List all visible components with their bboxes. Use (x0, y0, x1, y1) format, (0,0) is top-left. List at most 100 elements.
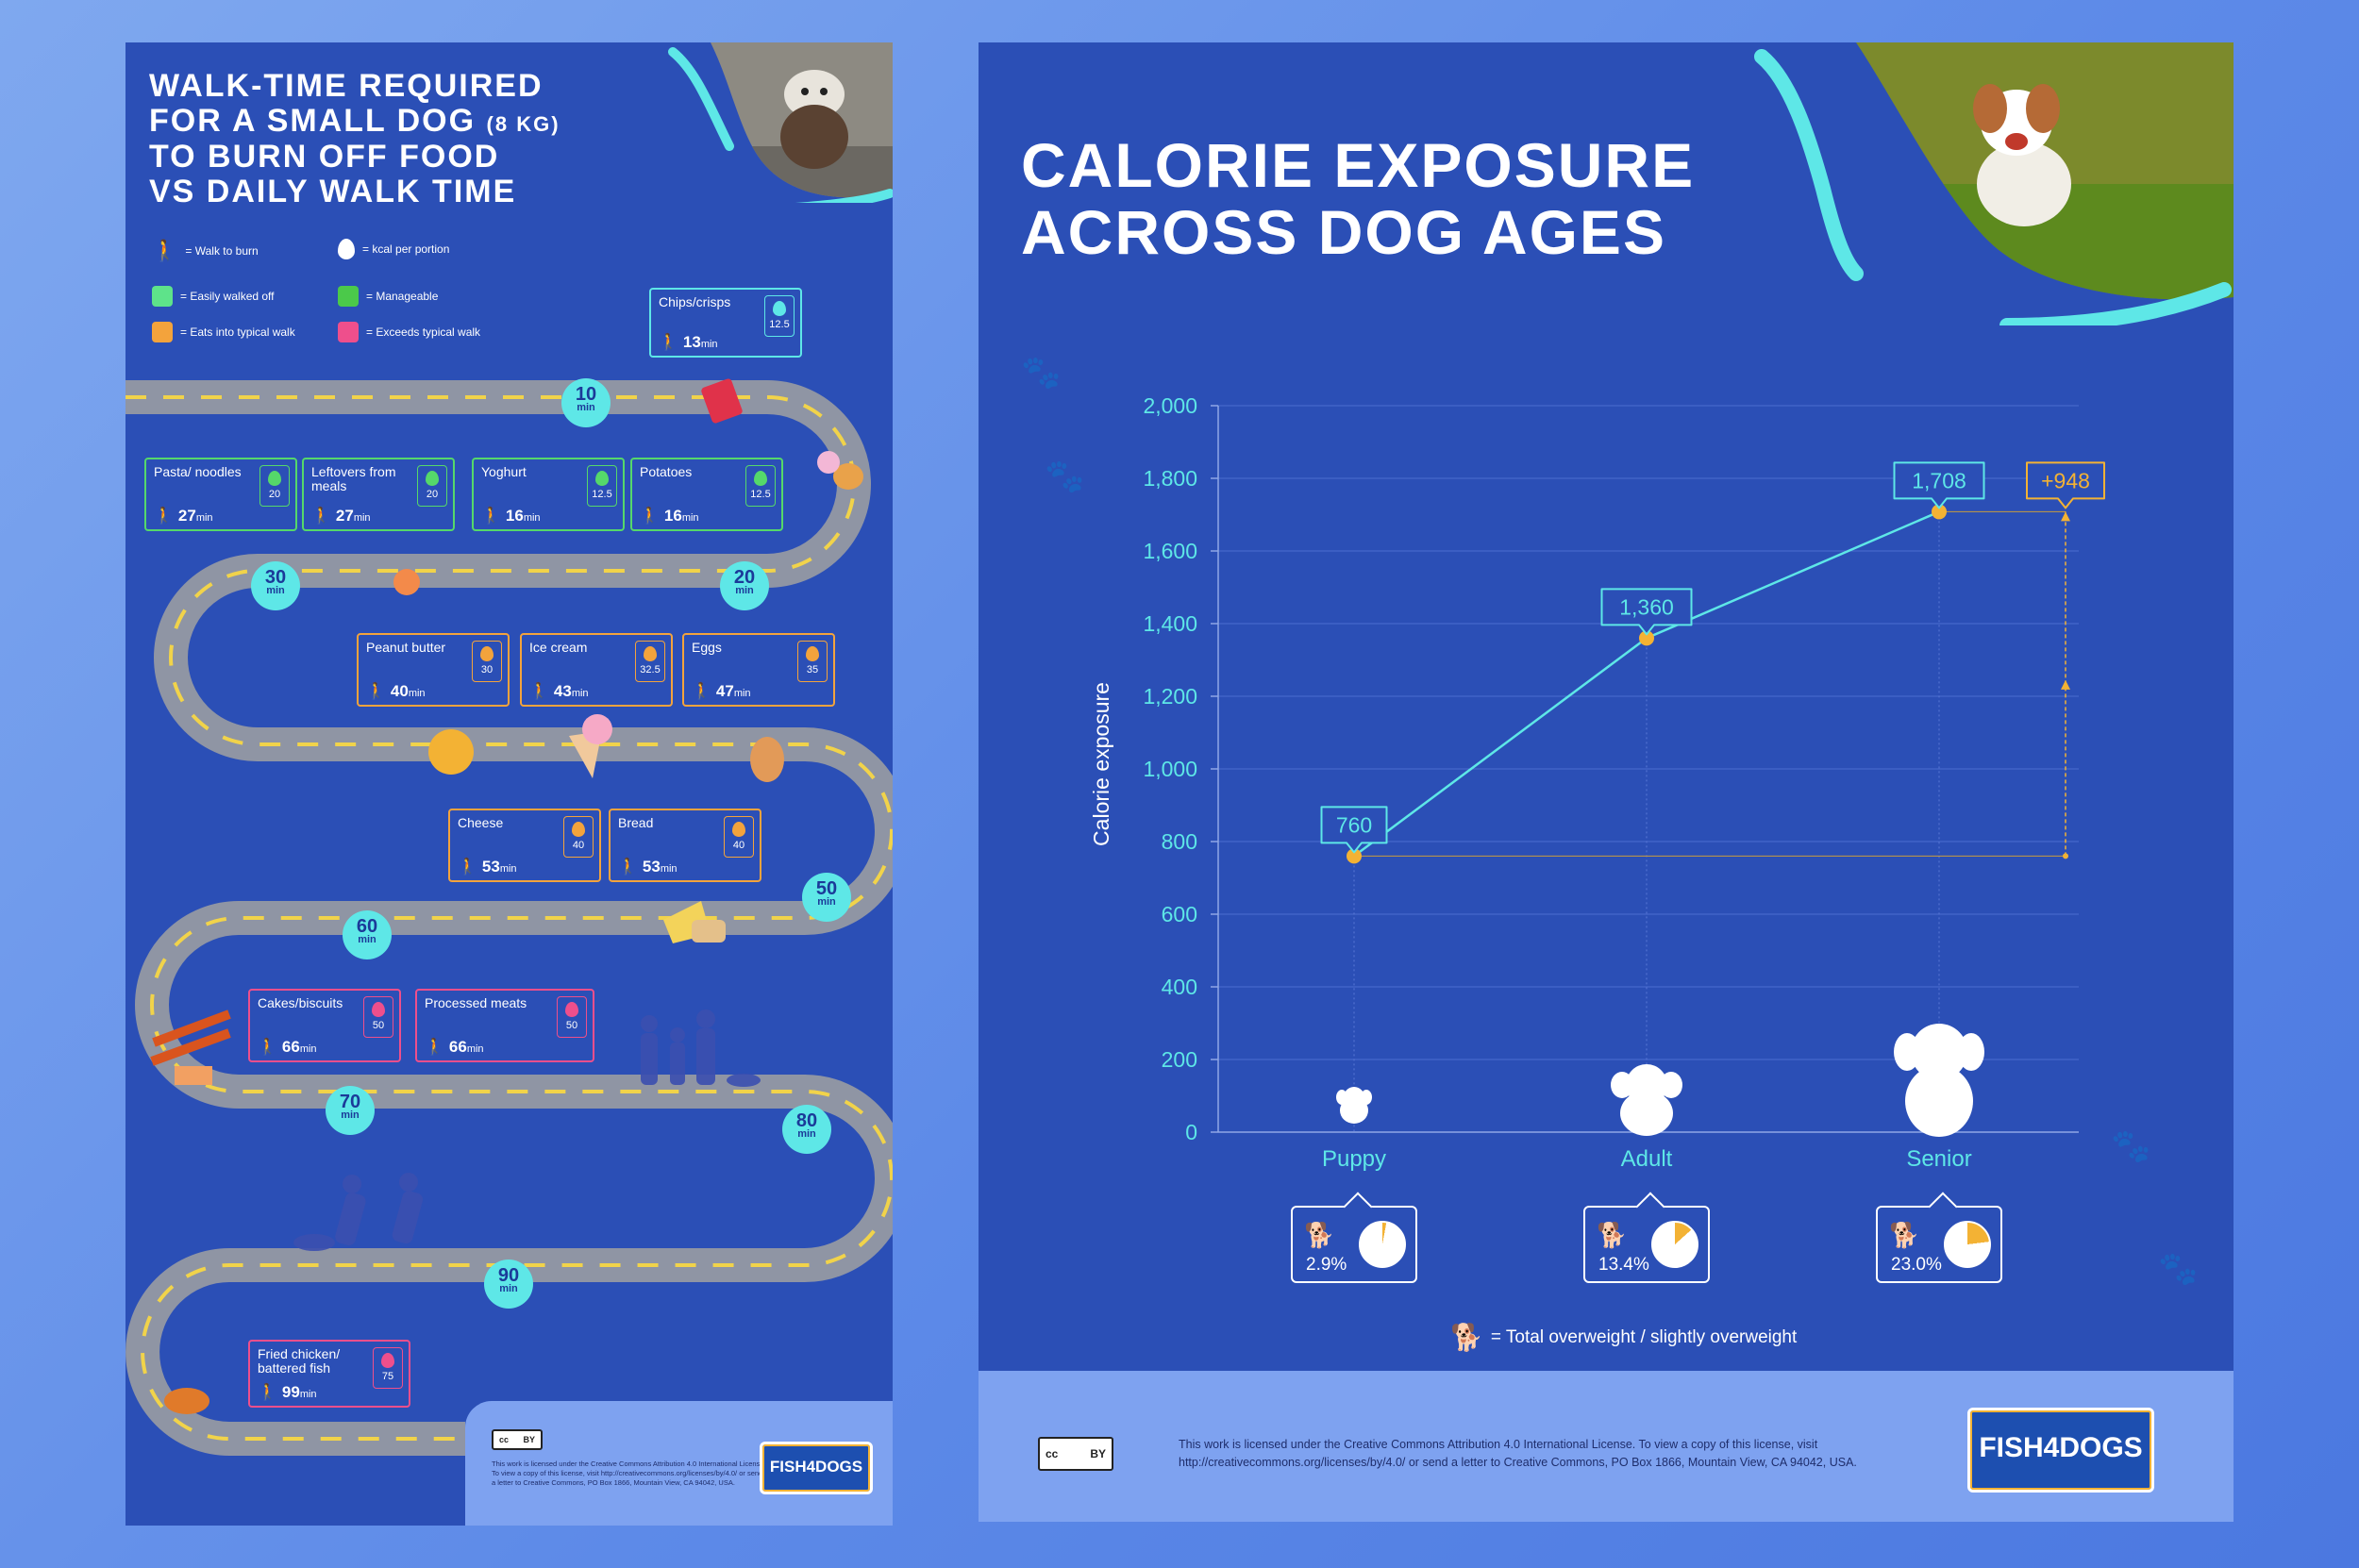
legend-label: = kcal per portion (362, 242, 450, 256)
walker-icon: 🚶 (152, 239, 178, 262)
walk-time: 🚶 27min (311, 507, 371, 525)
food-name: Eggs (692, 640, 722, 655)
dog-icon: 🐕 (1304, 1221, 1335, 1249)
food-card-bread: Bread 🚶 53min 40 (609, 809, 761, 882)
running-dog-photo (1724, 42, 2234, 325)
cc-license-badge: cc BY (492, 1429, 543, 1450)
difference-dot (2063, 853, 2068, 859)
milestone-50min: 50 min (802, 873, 851, 922)
food-name: Leftovers from meals (311, 464, 396, 493)
kcal-badge: 12.5 (745, 465, 776, 507)
y-tick-label: 800 (1162, 829, 1197, 854)
food-name: Cheese (458, 815, 504, 830)
calorie-line-chart: 0 200 400 600 800 1,000 1,200 1,400 1,600 1,800 2,… (1089, 393, 2105, 1144)
kcal-badge: 32.5 (635, 641, 665, 682)
legend-walk: 🚶 = Walk to burn (152, 239, 259, 263)
senior-silhouette-icon (1894, 1024, 1984, 1137)
data-labels: 760 1,360 1,708 +948 (1320, 461, 2105, 854)
dog-icon: 🐕 (1450, 1323, 1483, 1352)
paw-icon: 🐾 (1045, 459, 1085, 494)
food-name: Chips/crisps (659, 294, 731, 309)
y-tick-labels: 0 200 400 600 800 1,000 1,200 1,400 1,600 1,800 2,… (1143, 393, 1197, 1144)
manageable-swatch (338, 286, 359, 307)
food-card-cheese: Cheese 🚶 53min 40 (448, 809, 601, 882)
kcal-badge: 30 (472, 641, 502, 682)
legend-exceeds: = Exceeds typical walk (338, 322, 480, 342)
legend-label: = Manageable (366, 290, 439, 303)
license-text: This work is licensed under the Creative… (1179, 1436, 1933, 1472)
y-tick-label: 1,600 (1143, 539, 1197, 563)
data-label-box (1893, 461, 1985, 509)
y-tick-label: 1,000 (1143, 757, 1197, 781)
paw-icon: 🐾 (1021, 355, 1062, 391)
difference-label-box (2026, 461, 2105, 509)
data-point (1347, 848, 1362, 864)
milestone-70min: 70 min (326, 1086, 375, 1135)
adult-silhouette-icon (1611, 1064, 1682, 1136)
walk-time: 🚶 53min (458, 858, 517, 876)
food-name: Processed meats (425, 995, 527, 1010)
data-label: 1,360 (1619, 594, 1674, 619)
difference-label: +948 (2041, 468, 2090, 492)
milestone-60min: 60 min (343, 910, 392, 959)
dog-icon: 🐕 (1889, 1221, 1920, 1249)
food-name: Potatoes (640, 464, 693, 479)
share-pie (1651, 1221, 1698, 1268)
legend-eats: = Eats into typical walk (152, 322, 295, 342)
exceeds-swatch (338, 322, 359, 342)
food-name: Ice cream (529, 640, 588, 655)
walk-time-poster: WALK-TIME REQUIRED FOR A SMALL DOG (8 KG… (125, 42, 893, 1526)
milestone-20min: 20 min (720, 561, 769, 610)
legend-label: = Eats into typical walk (180, 325, 295, 339)
cc-license-badge: cc BY (1038, 1437, 1113, 1471)
data-label-box (1320, 806, 1388, 854)
y-axis-label: Calorie exposure (1089, 682, 1113, 846)
walk-time: 🚶 43min (529, 682, 589, 700)
license-line: This work is licensed under the Creative… (1179, 1438, 1818, 1451)
food-card-leftovers: Leftovers from meals 🚶 27min 20 (302, 458, 455, 531)
overweight-share-adult: 🐕 13.4% (1583, 1206, 1710, 1283)
y-tick-label: 0 (1185, 1120, 1197, 1144)
fish4dogs-logo: FISH4DOGS (760, 1442, 873, 1494)
food-name: Cakes/biscuits (258, 995, 343, 1010)
y-tick-label: 400 (1162, 975, 1197, 999)
food-name: Fried chicken/ battered fish (258, 1346, 341, 1376)
left-title: WALK-TIME REQUIRED FOR A SMALL DOG (8 KG… (149, 68, 560, 210)
food-name: Bread (618, 815, 654, 830)
eats-swatch (152, 322, 173, 342)
kcal-badge: 50 (557, 996, 587, 1038)
title-weight: (8 KG) (486, 112, 560, 137)
puppy-silhouette-icon (1336, 1087, 1372, 1124)
y-tick-label: 1,800 (1143, 466, 1197, 491)
share-pie (1359, 1221, 1406, 1268)
food-card-chips: Chips/crisps 🚶 13min 12.5 (649, 288, 802, 358)
difference-bracket (1354, 510, 2070, 859)
walk-time: 🚶 40min (366, 682, 426, 700)
chart-grid (1211, 405, 2079, 1133)
category-senior: Senior (1906, 1146, 1972, 1172)
title-line: FOR A SMALL DOG (149, 103, 477, 140)
kcal-badge: 20 (259, 465, 290, 507)
food-card-processed-meats: Processed meats 🚶 66min 50 (415, 989, 594, 1062)
kcal-badge: 12.5 (587, 465, 617, 507)
title-line: CALORIE EXPOSURE (1021, 130, 1696, 200)
kcal-badge: 20 (417, 465, 447, 507)
kcal-badge: 75 (373, 1347, 403, 1389)
right-title: CALORIE EXPOSURE ACROSS DOG AGES (1021, 130, 1696, 267)
walk-time: 🚶 66min (425, 1038, 484, 1056)
kcal-badge: 50 (363, 996, 393, 1038)
food-card-pasta: Pasta/ noodles 🚶 27min 20 (144, 458, 297, 531)
y-tick-label: 1,200 (1143, 684, 1197, 709)
milestone-30min: 30 min (251, 561, 300, 610)
title-line: VS DAILY WALK TIME (149, 174, 517, 210)
kcal-badge: 12.5 (764, 295, 795, 337)
flame-icon (338, 239, 355, 259)
walk-time: 🚶 16min (640, 507, 699, 525)
milestone-10min: 10 min (561, 378, 611, 427)
walk-time: 🚶 53min (618, 858, 678, 876)
license-line: http://creativecommons.org/licenses/by/4… (1179, 1456, 1857, 1469)
fish4dogs-logo: FISH4DOGS (1967, 1408, 2154, 1493)
share-pie (1944, 1221, 1991, 1268)
title-line: WALK-TIME REQUIRED (149, 68, 544, 104)
y-tick-label: 2,000 (1143, 393, 1197, 418)
